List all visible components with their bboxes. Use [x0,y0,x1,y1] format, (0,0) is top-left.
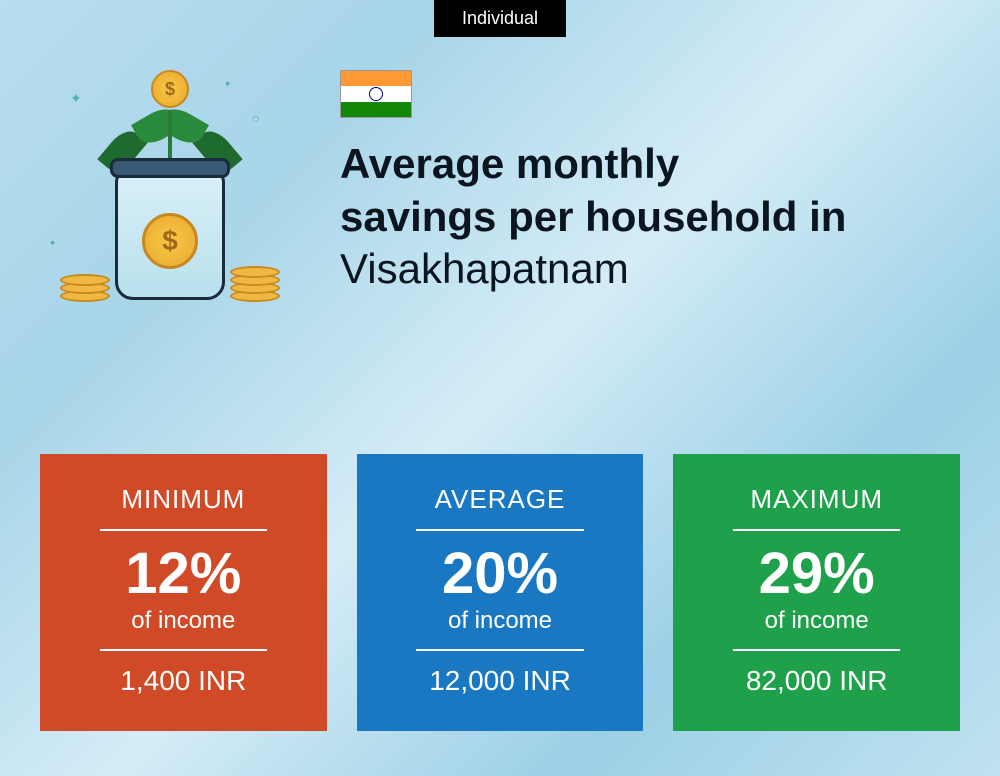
category-badge: Individual [434,0,566,37]
coin-stack-icon [230,267,280,302]
card-sublabel: of income [64,607,303,635]
page-title: Average monthly savings per household in… [340,138,846,296]
card-label: MINIMUM [64,484,303,515]
title-block: Average monthly savings per household in… [340,60,846,296]
coin-icon: $ [151,70,189,108]
card-average: AVERAGE 20% of income 12,000 INR [357,454,644,731]
title-line-1: Average monthly [340,140,679,187]
jar-icon: $ [115,170,225,300]
card-sublabel: of income [697,607,936,635]
card-label: AVERAGE [381,484,620,515]
india-flag-icon [340,70,412,118]
savings-illustration: $ $ ✦ ○ • • [40,60,300,320]
card-amount: 12,000 INR [381,665,620,697]
dollar-coin-icon: $ [142,213,198,269]
card-amount: 82,000 INR [697,665,936,697]
card-minimum: MINIMUM 12% of income 1,400 INR [40,454,327,731]
card-label: MAXIMUM [697,484,936,515]
title-line-2: savings per household in [340,193,846,240]
coin-stack-icon [60,267,110,302]
header-section: $ $ ✦ ○ • • Average monthly savings p [40,60,960,320]
card-sublabel: of income [381,607,620,635]
card-percent: 29% [697,545,936,603]
stats-cards: MINIMUM 12% of income 1,400 INR AVERAGE … [40,454,960,731]
card-maximum: MAXIMUM 29% of income 82,000 INR [673,454,960,731]
card-percent: 12% [64,545,303,603]
title-city: Visakhapatnam [340,245,629,292]
card-percent: 20% [381,545,620,603]
card-amount: 1,400 INR [64,665,303,697]
